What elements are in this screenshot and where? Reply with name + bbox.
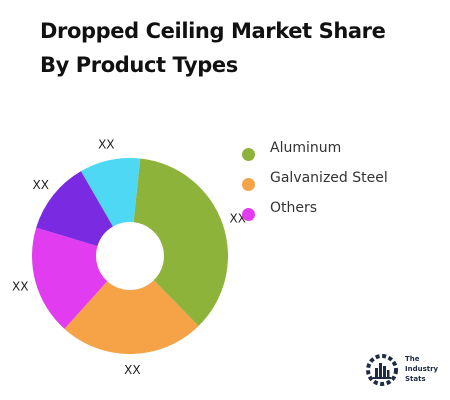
brand-line-3: Stats — [405, 375, 426, 383]
brand-logo-block: The Industry Stats — [364, 352, 444, 390]
slice-label-0: XX — [229, 212, 245, 226]
brand-line-1: The — [405, 355, 420, 363]
legend-dot-aluminum — [242, 148, 255, 161]
slice-label-3: XX — [32, 178, 48, 192]
brand-line-2: Industry — [405, 365, 439, 373]
donut-slice-others-3 — [36, 171, 113, 247]
slice-label-4: XX — [98, 138, 114, 152]
legend-dot-galvanized-steel — [242, 178, 255, 191]
legend-label-others: Others — [270, 200, 318, 216]
donut-slice-others-2 — [32, 227, 108, 329]
donut-slice-galvanized-steel-1 — [64, 280, 199, 354]
legend-label-aluminum: Aluminum — [270, 140, 342, 156]
chart-title-line-2: By Product Types — [40, 53, 238, 77]
legend-label-galvanized-steel: Galvanized Steel — [270, 170, 388, 186]
slice-label-1: XX — [124, 363, 140, 377]
donut-slices — [32, 158, 228, 354]
slice-label-2: XX — [12, 280, 28, 294]
brand-name: The Industry Stats — [405, 354, 445, 384]
donut-slice-aluminum-0 — [133, 158, 228, 327]
donut-slice-others-4 — [81, 158, 141, 227]
gear-skyline-icon — [366, 354, 398, 386]
chart-title-line-1: Dropped Ceiling Market Share — [40, 19, 386, 43]
slice-labels: XX XX XX XX XX — [12, 138, 246, 378]
legend-dot-others — [242, 208, 255, 221]
chart-title: Dropped Ceiling Market Share By Product … — [40, 14, 440, 82]
